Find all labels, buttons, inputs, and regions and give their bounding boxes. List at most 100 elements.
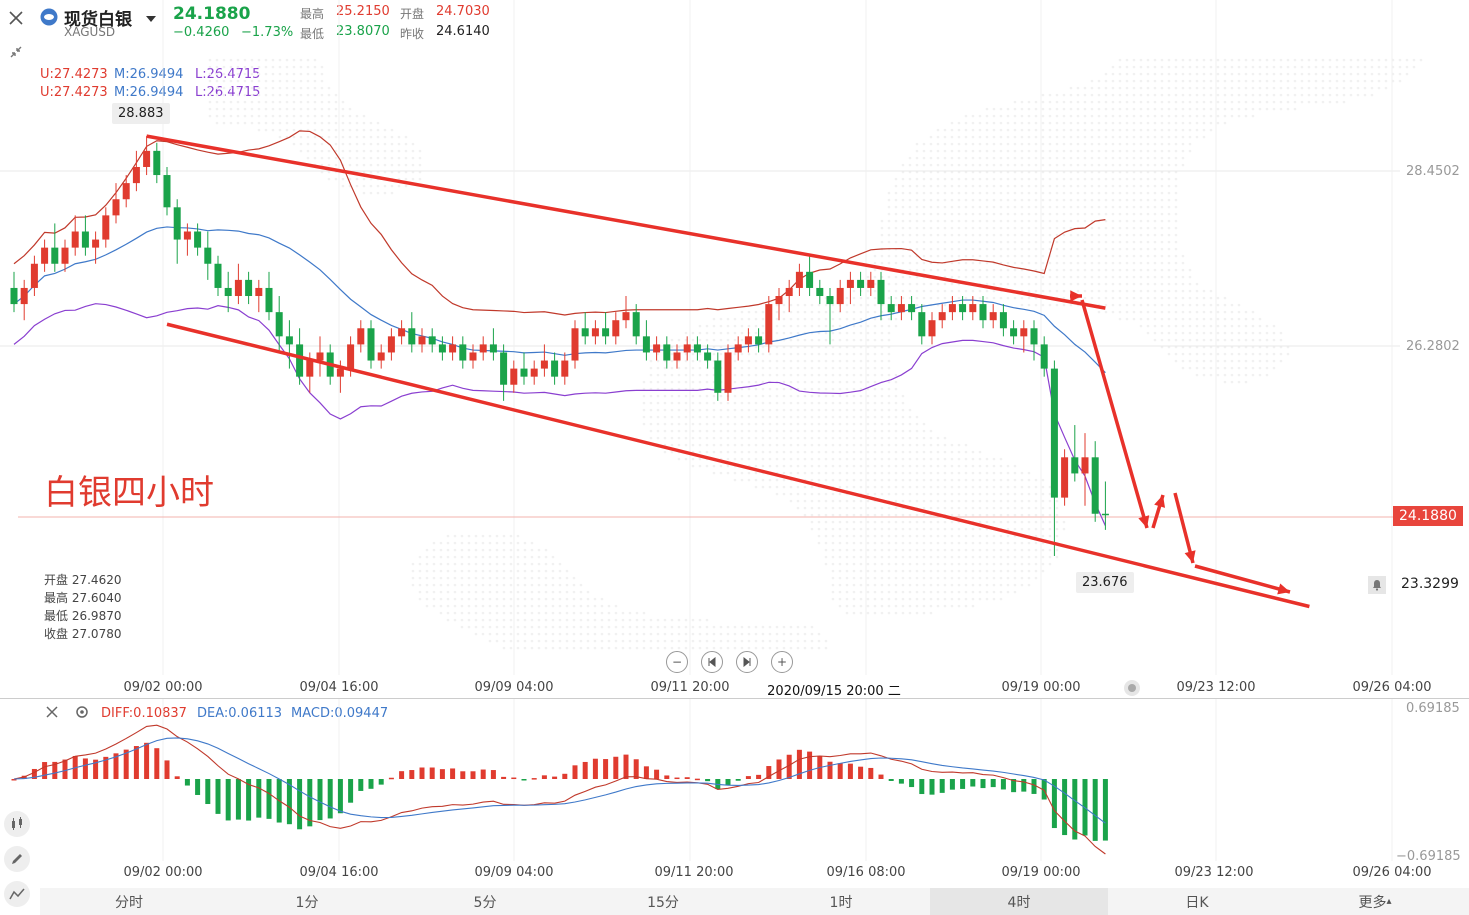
map-dot: [1363, 65, 1367, 69]
map-dot: [929, 191, 933, 195]
map-dot: [313, 135, 317, 139]
tab-6[interactable]: 日K: [1108, 888, 1286, 915]
candle-body: [428, 336, 436, 345]
map-dot: [999, 107, 1003, 111]
macd-bar: [174, 776, 180, 779]
map-dot: [964, 177, 968, 181]
map-dot: [362, 177, 366, 181]
map-dot: [838, 366, 842, 370]
map-dot: [943, 135, 947, 139]
map-dot: [873, 569, 877, 573]
map-dot: [565, 611, 569, 615]
map-dot: [1034, 527, 1038, 531]
map-dot: [530, 548, 534, 552]
close-icon[interactable]: [4, 6, 28, 30]
map-dot: [824, 443, 828, 447]
map-dot: [971, 177, 975, 181]
tab-2[interactable]: 5分: [396, 888, 574, 915]
map-dot: [1202, 289, 1206, 293]
map-dot: [1244, 107, 1248, 111]
map-dot: [978, 492, 982, 496]
map-dot: [1090, 247, 1094, 251]
close-indicator-icon[interactable]: [44, 704, 60, 724]
map-dot: [915, 303, 919, 307]
map-dot: [1020, 240, 1024, 244]
map-dot: [761, 408, 765, 412]
map-dot: [985, 121, 989, 125]
map-dot: [1139, 219, 1143, 223]
map-dot: [1272, 366, 1276, 370]
map-dot: [866, 436, 870, 440]
macd-chart[interactable]: [0, 699, 1469, 887]
tab-4[interactable]: 1时: [752, 888, 930, 915]
map-dot: [306, 72, 310, 76]
map-dot: [467, 534, 471, 538]
map-dot: [1083, 240, 1087, 244]
map-dot: [404, 177, 408, 181]
map-dot: [1167, 128, 1171, 132]
map-dot: [397, 135, 401, 139]
candles-icon[interactable]: [4, 811, 30, 837]
map-dot: [887, 527, 891, 531]
map-dot: [915, 450, 919, 454]
candle-body: [1101, 513, 1109, 516]
map-dot: [803, 639, 807, 643]
map-dot: [1356, 65, 1360, 69]
map-dot: [481, 569, 485, 573]
tab-5[interactable]: 4时: [930, 888, 1108, 915]
instrument-name[interactable]: 现货白银: [64, 10, 132, 30]
tab-0[interactable]: 分时: [40, 888, 218, 915]
map-dot: [642, 401, 646, 405]
map-dot: [1139, 142, 1143, 146]
collapse-icon[interactable]: [4, 40, 28, 64]
map-dot: [677, 632, 681, 636]
alert-price[interactable]: 23.3299: [1401, 576, 1459, 592]
bell-icon[interactable]: [1368, 576, 1386, 594]
map-dot: [1090, 135, 1094, 139]
map-dot: [1104, 86, 1108, 90]
map-dot: [1216, 86, 1220, 90]
map-dot: [908, 191, 912, 195]
map-dot: [418, 576, 422, 580]
tab-3[interactable]: 15分: [574, 888, 752, 915]
candle-body: [1040, 344, 1048, 369]
zoom-out-icon[interactable]: −: [666, 651, 688, 673]
map-dot: [964, 555, 968, 559]
map-dot: [796, 401, 800, 405]
skip-start-icon[interactable]: [701, 651, 723, 673]
map-dot: [810, 324, 814, 328]
map-dot: [740, 331, 744, 335]
price-chart[interactable]: [0, 0, 1469, 700]
map-dot: [1167, 86, 1171, 90]
map-dot: [712, 450, 716, 454]
map-dot: [915, 275, 919, 279]
pane-divider[interactable]: [0, 698, 1469, 699]
map-dot: [1188, 79, 1192, 83]
map-dot: [936, 198, 940, 202]
map-dot: [1132, 93, 1136, 97]
map-dot: [1090, 191, 1094, 195]
tab-7[interactable]: 更多 ▴: [1286, 888, 1464, 915]
map-dot: [1041, 114, 1045, 118]
map-dot: [579, 597, 583, 601]
map-dot: [789, 464, 793, 468]
map-dot: [880, 352, 884, 356]
pen-icon[interactable]: [4, 846, 30, 872]
caret-down-icon[interactable]: [145, 9, 157, 28]
map-dot: [901, 415, 905, 419]
indicator-icon[interactable]: [4, 881, 30, 907]
map-dot: [1146, 121, 1150, 125]
map-dot: [929, 240, 933, 244]
tab-1[interactable]: 1分: [218, 888, 396, 915]
gear-icon[interactable]: [74, 704, 90, 724]
scroll-end-icon[interactable]: [1124, 680, 1140, 696]
zoom-in-icon[interactable]: +: [771, 651, 793, 673]
map-dot: [985, 156, 989, 160]
map-dot: [887, 331, 891, 335]
map-dot: [964, 478, 968, 482]
map-dot: [936, 492, 940, 496]
map-dot: [817, 422, 821, 426]
skip-end-icon[interactable]: [736, 651, 758, 673]
map-dot: [649, 394, 653, 398]
map-dot: [964, 485, 968, 489]
